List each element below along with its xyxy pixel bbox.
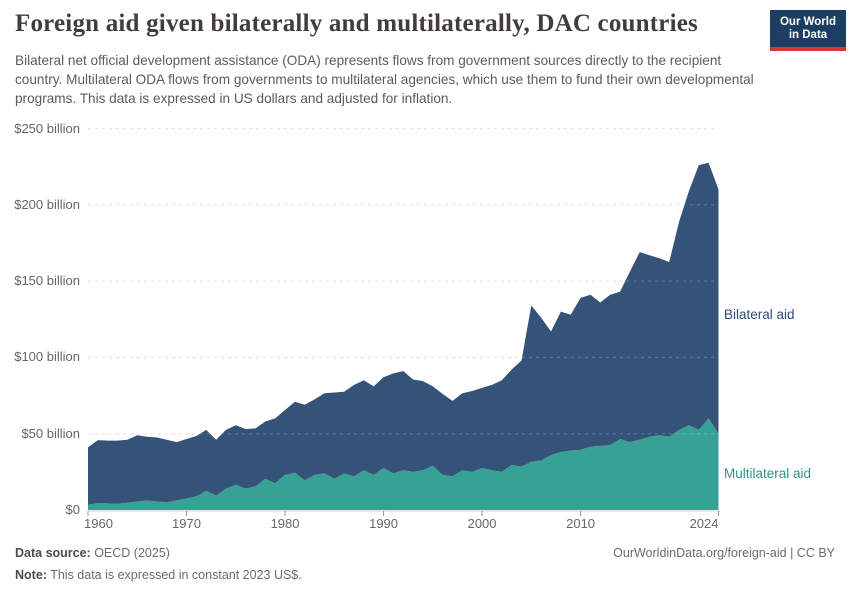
y-axis-tick-label: $100 billion (14, 349, 80, 365)
x-axis-tick-label: 1960 (84, 516, 113, 531)
note-line: Note: This data is expressed in constant… (15, 568, 302, 582)
note-value: This data is expressed in constant 2023 … (46, 568, 302, 582)
logo-line-1: Our World (779, 15, 836, 28)
x-axis-tick-label: 2024 (689, 516, 719, 531)
y-axis-tick-label: $200 billion (14, 196, 80, 212)
data-source-line: Data source: OECD (2025) (15, 546, 170, 560)
y-axis-tick-label: $150 billion (14, 273, 80, 289)
page-title: Foreign aid given bilaterally and multil… (15, 10, 698, 37)
x-axis-tick-label: 1990 (369, 516, 399, 531)
y-axis-tick-label: $250 billion (14, 120, 80, 136)
y-axis-tick-label: $50 billion (21, 425, 80, 441)
x-axis-tick-label: 1970 (172, 516, 201, 531)
owid-link[interactable]: OurWorldinData.org/foreign-aid | CC BY (613, 546, 835, 560)
x-axis-tick-label: 2000 (467, 516, 497, 531)
y-axis-tick-label: $0 (65, 502, 80, 517)
data-source-value: OECD (2025) (90, 546, 170, 560)
multilateral-aid-series-label: Multilateral aid (724, 466, 812, 481)
logo-line-2: in Data (788, 28, 828, 41)
bilateral-aid-series-label: Bilateral aid (724, 307, 795, 322)
x-axis-tick-label: 1980 (270, 516, 300, 531)
data-source-label: Data source: (15, 546, 91, 560)
bilateral-aid-area (88, 162, 719, 505)
owid-logo: Our World in Data (770, 10, 846, 51)
chart-subtitle: Bilateral net official development assis… (15, 53, 754, 106)
x-axis-tick-label: 2010 (566, 516, 596, 531)
multilateral-aid-area (88, 418, 719, 510)
note-label: Note: (15, 568, 47, 582)
